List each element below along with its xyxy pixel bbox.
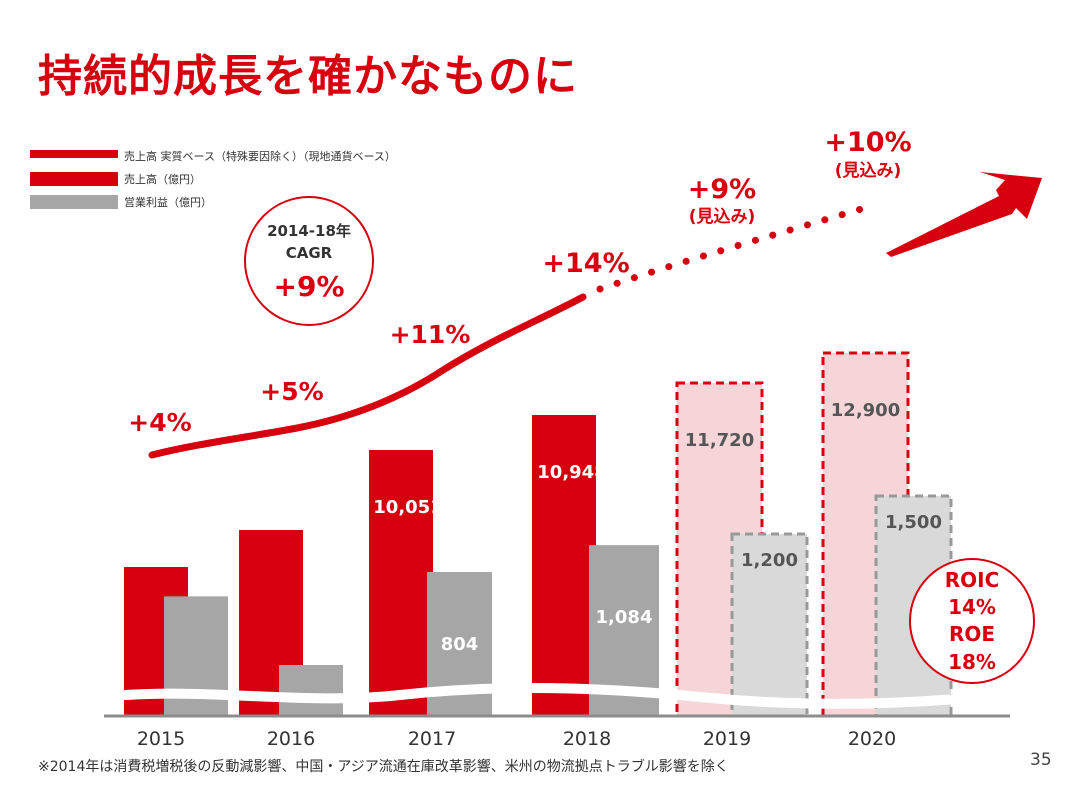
legend-swatch-profit [30, 195, 118, 209]
x-tick-label: 2018 [563, 728, 611, 750]
kpi-text: 14% [948, 595, 996, 619]
growth-label: +11% [390, 320, 471, 349]
cagr-period: 2014-18年 [267, 222, 351, 240]
profit-bar [730, 532, 809, 718]
x-tick-label: 2015 [137, 728, 185, 750]
sales-bar [532, 415, 596, 716]
legend-swatch-sales [30, 172, 118, 186]
growth-label: +14% [542, 248, 629, 279]
kpi-text: ROIC [945, 568, 1000, 592]
forecast-note: (見込み) [689, 207, 756, 227]
x-tick-label: 2020 [848, 728, 896, 750]
x-tick-label: 2019 [703, 728, 751, 750]
growth-line [148, 293, 587, 459]
kpi-text: 18% [948, 650, 996, 674]
forecast-note: (見込み) [835, 161, 902, 181]
sales-value-label: 12,900 [831, 400, 900, 421]
cagr-value: +9% [274, 270, 345, 303]
footnote: ※2014年は消費税増税後の反動減影響、中国・アジア流通在庫改革影響、米州の物流… [38, 759, 729, 775]
profit-value-label: 804 [441, 634, 479, 655]
x-tick-label: 2017 [408, 728, 456, 750]
cagr-label: CAGR [286, 244, 333, 262]
sales-value-label: 11,720 [685, 430, 754, 451]
kpi-circle [909, 558, 1035, 684]
cagr-circle [244, 196, 374, 326]
growth-label: +9% [688, 174, 756, 205]
growth-label: +4% [128, 408, 191, 437]
legend-label: 売上高（億円） [124, 172, 201, 186]
growth-label: +5% [260, 377, 323, 406]
legend-label: 売上高 実質ベース（特殊要因除く）（現地通貨ベース） [124, 149, 396, 163]
x-tick-label: 2016 [267, 728, 315, 750]
axis-break [103, 683, 1011, 709]
growth-line-forecast [596, 203, 872, 293]
profit-value-label: 1,200 [741, 550, 798, 571]
slide-title: 持続的成長を確かなものに [38, 51, 578, 102]
profit-value-label: 1,084 [596, 607, 653, 628]
growth-arrow [886, 172, 1042, 257]
kpi-text: ROE [949, 622, 995, 646]
growth-label: +10% [824, 127, 911, 158]
legend-label: 営業利益（億円） [124, 195, 212, 209]
sales-bar [369, 450, 433, 716]
sales-value-label: 10,948 [537, 462, 606, 483]
profit-value-label: 1,500 [885, 512, 942, 533]
legend-swatch-real-sales [30, 150, 118, 158]
page-number: 35 [1030, 750, 1052, 770]
sales-value-label: 10,051 [373, 497, 442, 518]
profit-bar [279, 665, 343, 716]
